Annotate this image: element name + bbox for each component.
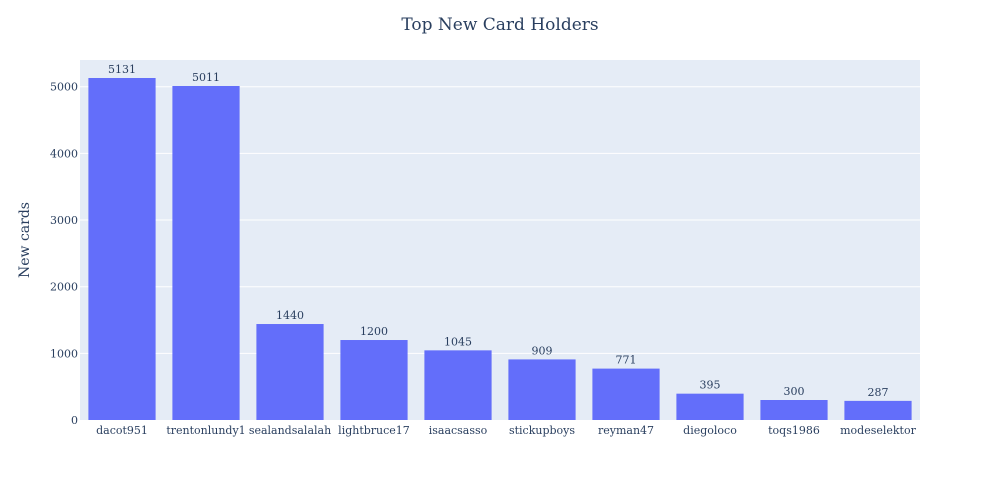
x-axis-ticks: dacot951 trentonlundy1 sealandsalalah light…: [96, 424, 917, 437]
y-tick-label: 5000: [50, 81, 78, 94]
bar: [508, 359, 576, 420]
y-axis-title: New cards: [17, 202, 33, 278]
bar-value-label: 1440: [276, 309, 304, 322]
x-tick-label: modeselektor: [840, 424, 916, 437]
chart-title: Top New Card Holders: [401, 15, 598, 35]
bar: [760, 400, 828, 420]
bar-value-label: 909: [532, 344, 553, 357]
x-tick-label: sealandsalalah: [249, 424, 331, 437]
bar-value-label: 287: [868, 386, 889, 399]
y-tick-label: 0: [71, 414, 78, 427]
y-tick-label: 2000: [50, 281, 78, 294]
bar: [844, 400, 912, 420]
bar-value-label: 1200: [360, 325, 388, 338]
y-tick-label: 1000: [50, 347, 78, 360]
bar: [676, 393, 744, 420]
x-tick-label: isaacsasso: [429, 424, 488, 437]
bar: [88, 77, 156, 420]
x-tick-label: trentonlundy1: [166, 424, 245, 437]
bar-value-label: 1045: [444, 335, 472, 348]
x-tick-label: reyman47: [598, 424, 654, 437]
bar: [592, 368, 660, 420]
bar-value-label: 5131: [108, 63, 136, 76]
bar: [340, 340, 408, 420]
bar: [256, 324, 324, 420]
bar-value-label: 395: [700, 379, 721, 392]
y-axis-ticks: 0 1000 2000 3000 4000 5000: [50, 81, 78, 427]
bar-value-label: 5011: [192, 71, 220, 84]
y-tick-label: 3000: [50, 214, 78, 227]
bar-value-label: 771: [616, 354, 637, 367]
value-labels: 5131 5011 1440 1200 1045 909 771 395 300 287: [108, 63, 889, 399]
y-tick-label: 4000: [50, 147, 78, 160]
bar: [424, 350, 492, 420]
x-tick-label: lightbruce17: [338, 424, 410, 437]
bars: [88, 77, 912, 421]
x-tick-label: dacot951: [96, 424, 148, 437]
bar: [172, 85, 240, 421]
x-tick-label: stickupboys: [509, 424, 575, 437]
x-tick-label: diegoloco: [683, 424, 737, 437]
bar-value-label: 300: [784, 385, 805, 398]
x-tick-label: toqs1986: [768, 424, 820, 437]
